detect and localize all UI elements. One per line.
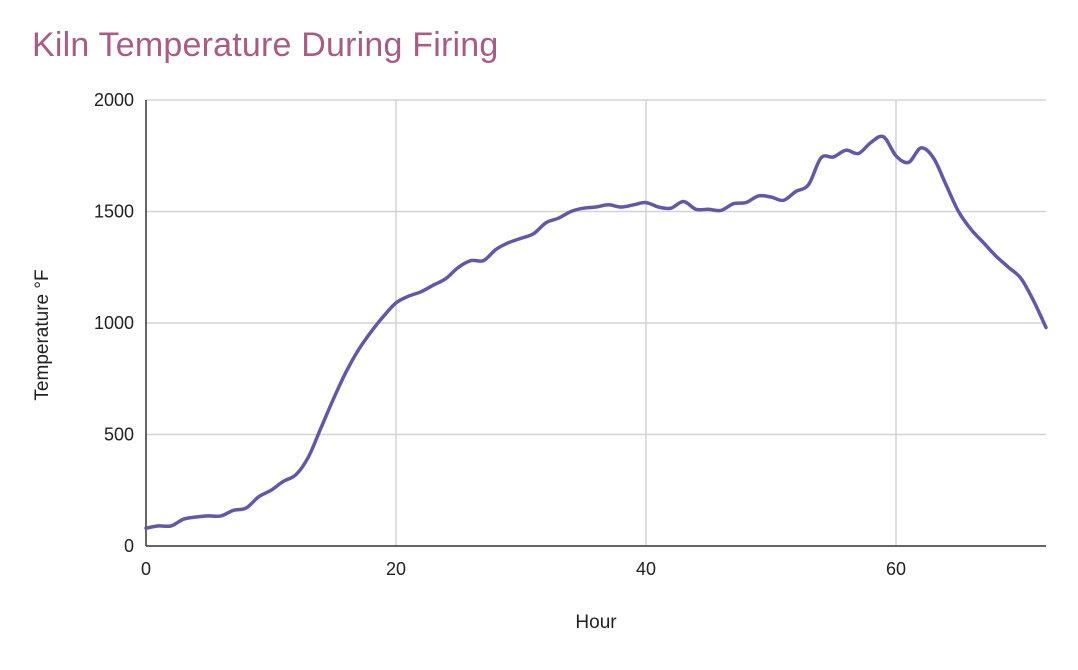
y-tick-label: 500 [104,425,134,445]
y-tick-label: 2000 [94,90,134,110]
y-tick-label: 0 [124,536,134,556]
x-tick-label: 0 [141,559,151,579]
x-axis-title: Hour [575,612,617,633]
chart-title: Kiln Temperature During Firing [32,26,499,64]
y-axis-title: Temperature °F [32,269,53,400]
gridlines [146,99,1046,546]
series-line [144,134,1048,530]
tick-labels: 0 500 1000 1500 2000 0 20 40 60 [94,90,906,579]
x-tick-label: 20 [386,559,406,579]
y-tick-label: 1500 [94,202,134,222]
x-tick-label: 40 [636,559,656,579]
x-tick-label: 60 [886,559,906,579]
y-tick-label: 1000 [94,313,134,333]
